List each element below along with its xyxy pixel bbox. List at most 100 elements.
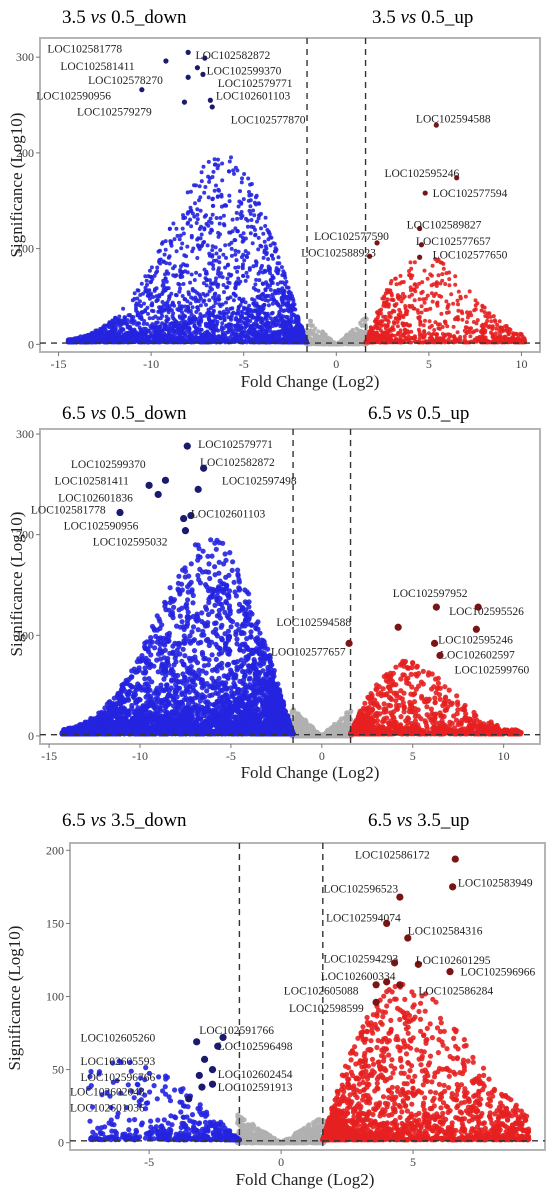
down-point xyxy=(266,303,271,308)
volcano-panel-1: LOC102581778 LOC102582872 LOC102581411 LOC1… xyxy=(0,0,550,399)
down-point xyxy=(271,324,275,328)
down-point xyxy=(204,278,209,283)
down-point xyxy=(228,295,233,300)
down-point xyxy=(254,277,259,282)
gene-label: LOC102581778 xyxy=(47,44,122,56)
down-point xyxy=(180,241,185,246)
down-point xyxy=(147,316,152,321)
down-point xyxy=(203,335,208,339)
down-point xyxy=(146,274,151,279)
down-point xyxy=(143,309,147,314)
down-point xyxy=(208,230,213,235)
down-point xyxy=(234,258,239,263)
ns-point xyxy=(360,334,365,339)
down-point xyxy=(254,193,259,198)
ns-point xyxy=(310,323,314,328)
down-point xyxy=(266,257,271,262)
down-point xyxy=(176,330,181,335)
up-point xyxy=(433,257,438,261)
down-point xyxy=(211,263,216,268)
down-point xyxy=(203,313,207,318)
down-point xyxy=(263,288,268,293)
down-point xyxy=(262,239,267,244)
down-point xyxy=(222,290,226,295)
up-point xyxy=(409,266,414,271)
down-point xyxy=(274,268,279,273)
down-point xyxy=(188,331,193,336)
down-point xyxy=(165,286,169,291)
down-point xyxy=(135,310,140,315)
down-point xyxy=(266,264,271,269)
up-point xyxy=(423,332,428,337)
up-point xyxy=(395,320,400,324)
labeled-point xyxy=(422,190,428,196)
down-point xyxy=(209,320,214,325)
down-point xyxy=(177,314,182,319)
down-point xyxy=(271,241,276,246)
down-point xyxy=(263,338,268,343)
down-point xyxy=(151,295,156,299)
down-point xyxy=(259,226,263,231)
down-point xyxy=(129,327,134,332)
down-point xyxy=(167,254,172,259)
scatter-points xyxy=(59,537,524,739)
down-point xyxy=(242,258,247,263)
down-point xyxy=(219,335,224,340)
up-point xyxy=(413,289,418,294)
down-point xyxy=(144,337,149,342)
down-point xyxy=(205,243,210,248)
down-point xyxy=(139,304,144,308)
down-point xyxy=(206,159,211,164)
up-point xyxy=(480,325,485,330)
up-point xyxy=(434,281,439,286)
down-point xyxy=(209,220,214,225)
down-point xyxy=(147,268,152,273)
down-point xyxy=(239,200,244,205)
down-point xyxy=(189,224,194,229)
up-point xyxy=(387,314,392,319)
down-point xyxy=(201,291,206,296)
down-point xyxy=(197,184,202,189)
up-point xyxy=(445,306,450,310)
down-point xyxy=(230,229,235,234)
down-point xyxy=(256,247,261,252)
up-point xyxy=(412,339,417,344)
down-point xyxy=(199,179,204,184)
down-point xyxy=(214,276,218,281)
down-point xyxy=(282,293,287,298)
down-point xyxy=(289,306,294,311)
down-point xyxy=(139,331,144,336)
down-point xyxy=(166,310,171,315)
labeled-point xyxy=(433,122,439,128)
down-point xyxy=(67,340,72,345)
down-point xyxy=(271,320,276,325)
down-point xyxy=(152,329,157,334)
down-point xyxy=(227,199,232,204)
down-point xyxy=(197,323,202,328)
down-point xyxy=(201,299,206,304)
down-point xyxy=(166,297,171,302)
gene-label: LOC102599370 xyxy=(207,66,282,78)
down-point xyxy=(160,300,165,304)
down-point xyxy=(272,330,277,335)
up-point xyxy=(375,315,380,320)
down-point xyxy=(133,303,138,308)
down-point xyxy=(185,211,190,216)
up-point xyxy=(498,335,502,339)
down-point xyxy=(284,324,289,329)
up-point xyxy=(452,335,457,340)
down-point xyxy=(176,308,181,313)
down-point xyxy=(235,335,240,339)
down-point xyxy=(259,244,264,249)
down-point xyxy=(226,322,231,327)
up-point xyxy=(493,337,498,342)
down-point xyxy=(233,248,238,253)
up-point xyxy=(386,304,391,309)
up-point xyxy=(446,302,451,307)
down-point xyxy=(139,281,144,286)
up-point xyxy=(493,319,498,324)
up-point xyxy=(439,311,444,316)
up-point xyxy=(488,314,493,319)
down-point xyxy=(295,327,300,332)
down-point xyxy=(181,213,185,218)
